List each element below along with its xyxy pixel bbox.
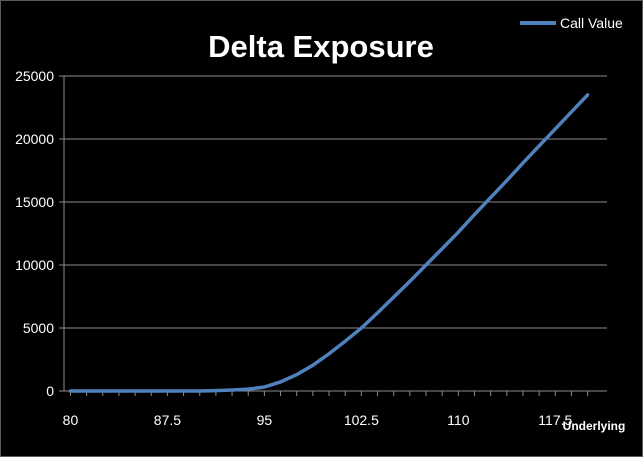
series-line-call-value: [68, 93, 590, 393]
chart-title: Delta Exposure: [208, 29, 434, 64]
y-tick-label-20000: 20000: [15, 131, 54, 147]
y-tick-label-10000: 10000: [15, 257, 54, 273]
series-group: [68, 93, 590, 393]
y-tick-label-0: 0: [46, 383, 54, 399]
y-tick-label-15000: 15000: [15, 194, 54, 210]
x-tick-label-102.5: 102.5: [344, 412, 379, 428]
x-tick-label-95: 95: [257, 412, 273, 428]
gridlines: [64, 75, 607, 329]
y-tick-label-25000: 25000: [15, 68, 54, 84]
x-tick-label-87.5: 87.5: [154, 412, 181, 428]
axes: [63, 76, 607, 392]
x-axis-ticks: 80 87.5 95 102.5 110 117.5: [63, 391, 589, 428]
legend-label-call-value: Call Value: [560, 15, 623, 31]
y-axis-ticks: 0 5000 10000 15000 20000 25000: [15, 68, 64, 399]
x-tick-label-110: 110: [447, 412, 470, 428]
x-axis-title: Underlying: [563, 419, 626, 433]
x-tick-label-80: 80: [63, 412, 79, 428]
x-tick-label-117.5: 117.5: [538, 412, 572, 428]
legend: Call Value: [520, 15, 623, 31]
y-tick-label-5000: 5000: [23, 320, 54, 336]
